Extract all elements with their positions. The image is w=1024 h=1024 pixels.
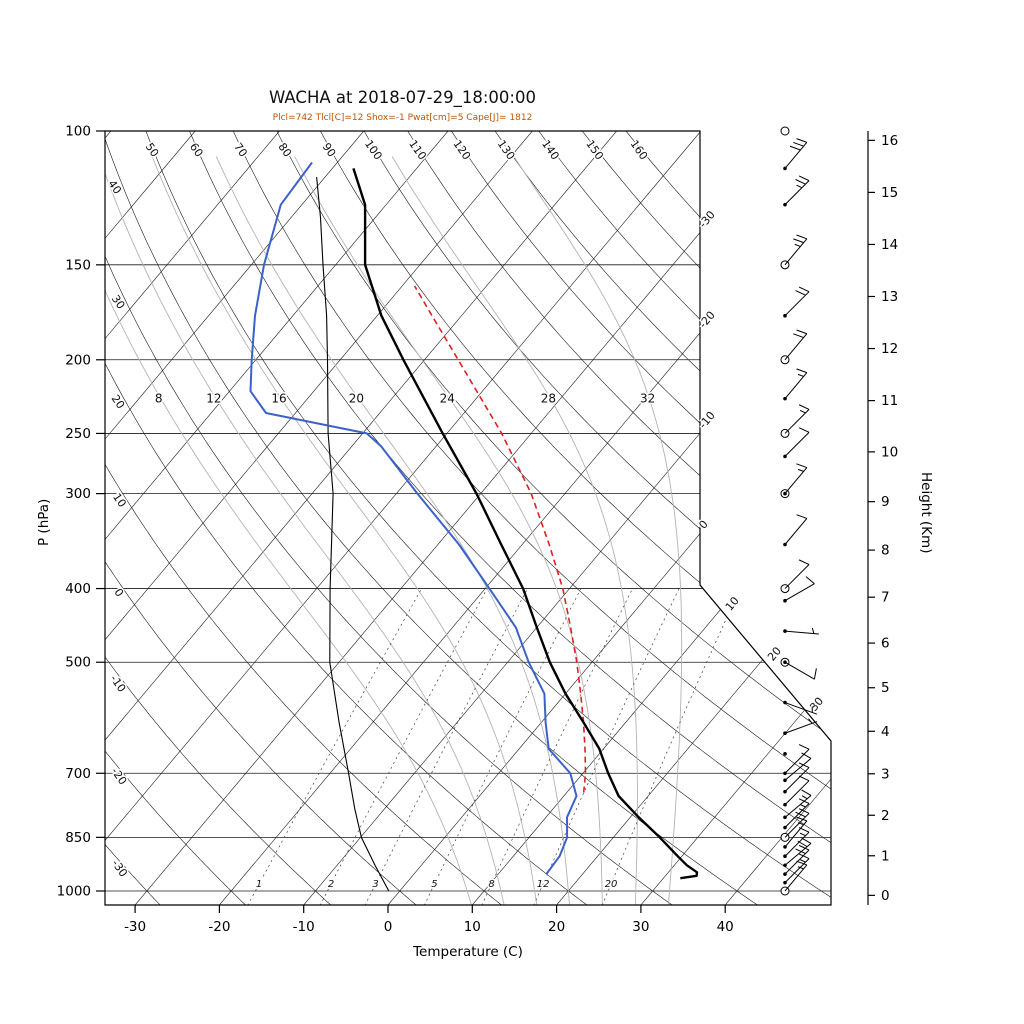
svg-text:12: 12 — [537, 879, 550, 890]
svg-text:0: 0 — [696, 518, 710, 532]
svg-text:5: 5 — [431, 879, 437, 890]
temperature-curve — [352, 168, 699, 880]
svg-text:30: 30 — [632, 919, 649, 935]
grid-isotherms — [105, 131, 831, 905]
grid-isobars — [105, 131, 831, 892]
svg-text:10: 10 — [881, 444, 898, 460]
svg-text:40: 40 — [105, 178, 124, 197]
svg-text:24: 24 — [440, 392, 455, 406]
svg-text:15: 15 — [881, 185, 898, 201]
svg-text:400: 400 — [65, 581, 91, 597]
svg-text:3: 3 — [881, 766, 890, 782]
dewpoint-curve — [249, 161, 578, 875]
svg-text:130: 130 — [495, 138, 518, 163]
svg-text:20: 20 — [109, 392, 128, 411]
svg-text:0: 0 — [881, 888, 890, 904]
svg-text:50: 50 — [143, 141, 162, 160]
chart-title: WACHA at 2018-07-29_18:00:00 — [269, 88, 536, 107]
aux-curve — [316, 177, 390, 892]
svg-text:10: 10 — [464, 919, 481, 935]
svg-text:110: 110 — [406, 138, 429, 163]
svg-text:8: 8 — [155, 392, 163, 406]
svg-text:-10: -10 — [107, 673, 128, 695]
svg-text:30: 30 — [109, 293, 128, 312]
temperature-axis-label: Temperature (C) — [413, 944, 523, 960]
svg-text:20: 20 — [605, 879, 618, 890]
svg-text:16: 16 — [881, 133, 898, 149]
plot-border — [104, 130, 832, 906]
svg-text:2: 2 — [881, 808, 890, 824]
svg-text:-10: -10 — [293, 919, 315, 935]
svg-text:70: 70 — [231, 141, 250, 160]
svg-text:12: 12 — [881, 341, 898, 357]
sounding-curves — [249, 161, 699, 892]
svg-text:8: 8 — [881, 543, 890, 559]
svg-text:5: 5 — [881, 680, 890, 696]
svg-text:850: 850 — [65, 830, 91, 846]
svg-text:20: 20 — [349, 392, 364, 406]
svg-text:6: 6 — [881, 636, 890, 652]
svg-text:150: 150 — [583, 138, 606, 163]
svg-text:16: 16 — [271, 392, 286, 406]
svg-text:150: 150 — [65, 257, 91, 273]
svg-text:7: 7 — [881, 590, 890, 606]
svg-text:10: 10 — [723, 594, 742, 613]
svg-text:80: 80 — [275, 141, 294, 160]
svg-text:1000: 1000 — [57, 884, 91, 900]
svg-text:1: 1 — [881, 848, 890, 864]
svg-text:-30: -30 — [124, 919, 146, 935]
parcel-curve — [414, 285, 587, 793]
svg-text:160: 160 — [628, 138, 651, 163]
svg-text:11: 11 — [881, 393, 898, 409]
svg-text:8: 8 — [488, 879, 494, 890]
svg-text:200: 200 — [65, 352, 91, 368]
svg-text:0: 0 — [111, 586, 126, 599]
svg-text:-20: -20 — [208, 919, 230, 935]
svg-text:3: 3 — [372, 879, 378, 890]
svg-text:4: 4 — [881, 724, 890, 740]
svg-text:1: 1 — [256, 879, 262, 890]
svg-text:140: 140 — [539, 138, 562, 163]
svg-text:250: 250 — [65, 426, 91, 442]
wind-barbs — [780, 126, 819, 896]
svg-text:30: 30 — [807, 695, 826, 714]
svg-text:-30: -30 — [109, 857, 130, 879]
svg-text:500: 500 — [65, 655, 91, 671]
svg-text:90: 90 — [320, 141, 339, 160]
svg-text:-20: -20 — [108, 765, 129, 787]
svg-text:32: 32 — [640, 392, 655, 406]
grid-moist-adiabats — [105, 156, 683, 905]
svg-text:700: 700 — [65, 766, 91, 782]
svg-text:9: 9 — [881, 494, 890, 510]
background-grid — [105, 131, 831, 905]
svg-text:100: 100 — [65, 124, 91, 140]
svg-text:0: 0 — [384, 919, 393, 935]
svg-text:14: 14 — [881, 237, 898, 253]
svg-text:2: 2 — [328, 879, 334, 890]
svg-text:60: 60 — [187, 141, 206, 160]
svg-text:100: 100 — [362, 138, 385, 163]
grid-mixing-ratio-lines — [247, 588, 741, 905]
grid-labels: 50 60 70 80 90 100 110 120 130 140 150 160403020100… — [104, 136, 828, 891]
svg-text:13: 13 — [881, 289, 898, 305]
chart-subtitle: Plcl=742 Tlcl[C]=12 Shox=-1 Pwat[cm]=5 C… — [272, 113, 533, 123]
grid-dry-adiabats — [105, 131, 831, 905]
svg-text:20: 20 — [548, 919, 565, 935]
svg-text:40: 40 — [717, 919, 734, 935]
svg-text:28: 28 — [541, 392, 556, 406]
svg-text:12: 12 — [206, 392, 221, 406]
svg-text:300: 300 — [65, 486, 91, 502]
